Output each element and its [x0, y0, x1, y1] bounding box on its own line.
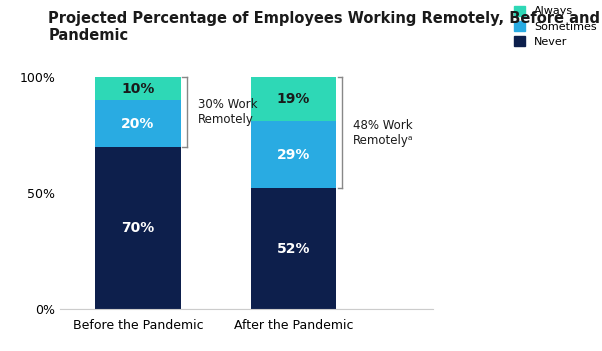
Bar — [95, 100, 181, 147]
Text: 48% Work
Remotelyᵃ: 48% Work Remotelyᵃ — [353, 119, 414, 147]
Text: 20%: 20% — [121, 117, 155, 131]
Text: 52%: 52% — [277, 241, 310, 256]
Text: 30% Work
Remotely: 30% Work Remotely — [198, 98, 257, 126]
Bar — [95, 77, 181, 100]
Bar — [250, 121, 337, 188]
Text: Projected Percentage of Employees Working Remotely, Before and After the
Pandemi: Projected Percentage of Employees Workin… — [48, 11, 602, 43]
Text: 70%: 70% — [122, 221, 155, 235]
Legend: Always, Sometimes, Never: Always, Sometimes, Never — [514, 6, 597, 47]
Text: 19%: 19% — [277, 92, 310, 106]
Bar — [250, 77, 337, 121]
Bar — [95, 147, 181, 309]
Text: 10%: 10% — [121, 82, 155, 96]
Text: 29%: 29% — [277, 148, 310, 162]
Bar — [250, 188, 337, 309]
